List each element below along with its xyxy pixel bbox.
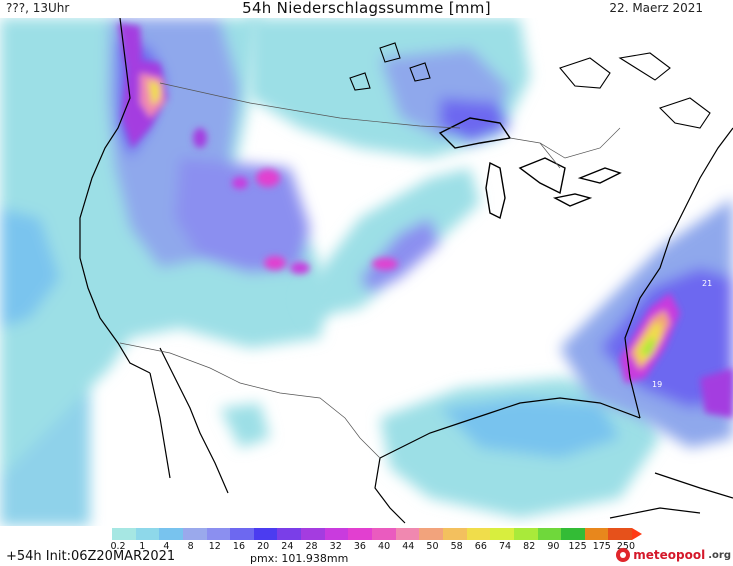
canada-islands [349, 42, 711, 129]
legend-tick: 74 [498, 541, 512, 552]
legend-tick: 82 [523, 541, 536, 552]
map-value-label-b: 19 [652, 380, 662, 389]
legend-swatch [277, 528, 302, 540]
hdr-weekday-time: ???, 13Uhr [6, 1, 70, 15]
legend-swatch [135, 528, 160, 540]
map-header: ???, 13Uhr 54h Niederschlagssumme [mm] 2… [0, 0, 733, 18]
precip-field-gulf [220, 378, 660, 518]
legend-tick: 4 [163, 541, 170, 552]
legend-swatch [442, 528, 467, 540]
political-borders [119, 82, 621, 459]
run-info: +54h Init:06Z20MAR2021 [6, 549, 176, 564]
precip-core-northwest [118, 23, 168, 148]
legend-tick: 24 [281, 541, 294, 552]
legend-overflow-arrow [632, 528, 642, 540]
legend-swatch [561, 528, 585, 540]
legend-tick: 90 [547, 541, 560, 552]
legend-tick: 50 [426, 541, 439, 552]
brand-name: meteopool [633, 548, 706, 562]
legend-swatch [348, 528, 373, 540]
legend-tick: 0.2 [110, 541, 126, 552]
legend-swatch [513, 528, 538, 540]
max-precip: pmx: 101.938mm [250, 552, 349, 565]
meteopool-logo[interactable]: meteopool .org [616, 546, 731, 564]
map-svg: 21 19 [0, 18, 733, 526]
legend-tick: 28 [305, 541, 318, 552]
legend-swatch [206, 528, 231, 540]
legend-swatch [253, 528, 278, 540]
legend-swatch [182, 528, 207, 540]
precip-field-central [300, 168, 480, 318]
legend-tick: 40 [378, 541, 391, 552]
legend-swatch [112, 528, 136, 540]
legend-tick: 250 [616, 541, 636, 552]
legend-swatch [584, 528, 609, 540]
precip-magenta-pockets [193, 128, 398, 274]
precipitation-map: 21 19 [0, 18, 733, 526]
color-legend [112, 528, 642, 540]
legend-tick-labels: 0.2 1 4 8 12 16 20 24 28 32 36 40 44 50 58 66 74 82 90 125 1… [110, 541, 636, 553]
legend-tick: 58 [450, 541, 463, 552]
precip-core-southeast [620, 293, 733, 418]
legend-tick: 66 [474, 541, 487, 552]
legend-swatch [490, 528, 514, 540]
legend-swatch [466, 528, 491, 540]
legend-swatch [159, 528, 183, 540]
legend-tick: 175 [592, 541, 611, 552]
legend-swatch [419, 528, 443, 540]
legend-swatch [301, 528, 325, 540]
legend-tick: 20 [257, 541, 270, 552]
map-title: 54h Niederschlagssumme [mm] [242, 0, 491, 17]
valid-date: 22. Maerz 2021 [609, 1, 703, 15]
legend-swatch [230, 528, 254, 540]
legend-swatch [608, 528, 633, 540]
legend-tick: 8 [187, 541, 194, 552]
legend-color-bar [112, 528, 633, 540]
coastlines [79, 18, 733, 524]
legend-tick: 32 [329, 541, 342, 552]
brand-tld: .org [708, 549, 731, 561]
legend-tick: 125 [568, 541, 587, 552]
legend-tick: 1 [139, 541, 146, 552]
precip-field-west [0, 18, 330, 526]
precip-field-north [250, 18, 530, 158]
legend-tick: 12 [208, 541, 221, 552]
map-value-label-a: 21 [702, 279, 712, 288]
meteopool-logo-icon [616, 548, 631, 562]
legend-tick: 36 [353, 541, 366, 552]
legend-tick: 44 [402, 541, 415, 552]
legend-tick: 16 [232, 541, 246, 552]
legend-swatch [537, 528, 562, 540]
legend-swatch [395, 528, 420, 540]
legend-swatch [324, 528, 349, 540]
legend-swatch [372, 528, 396, 540]
